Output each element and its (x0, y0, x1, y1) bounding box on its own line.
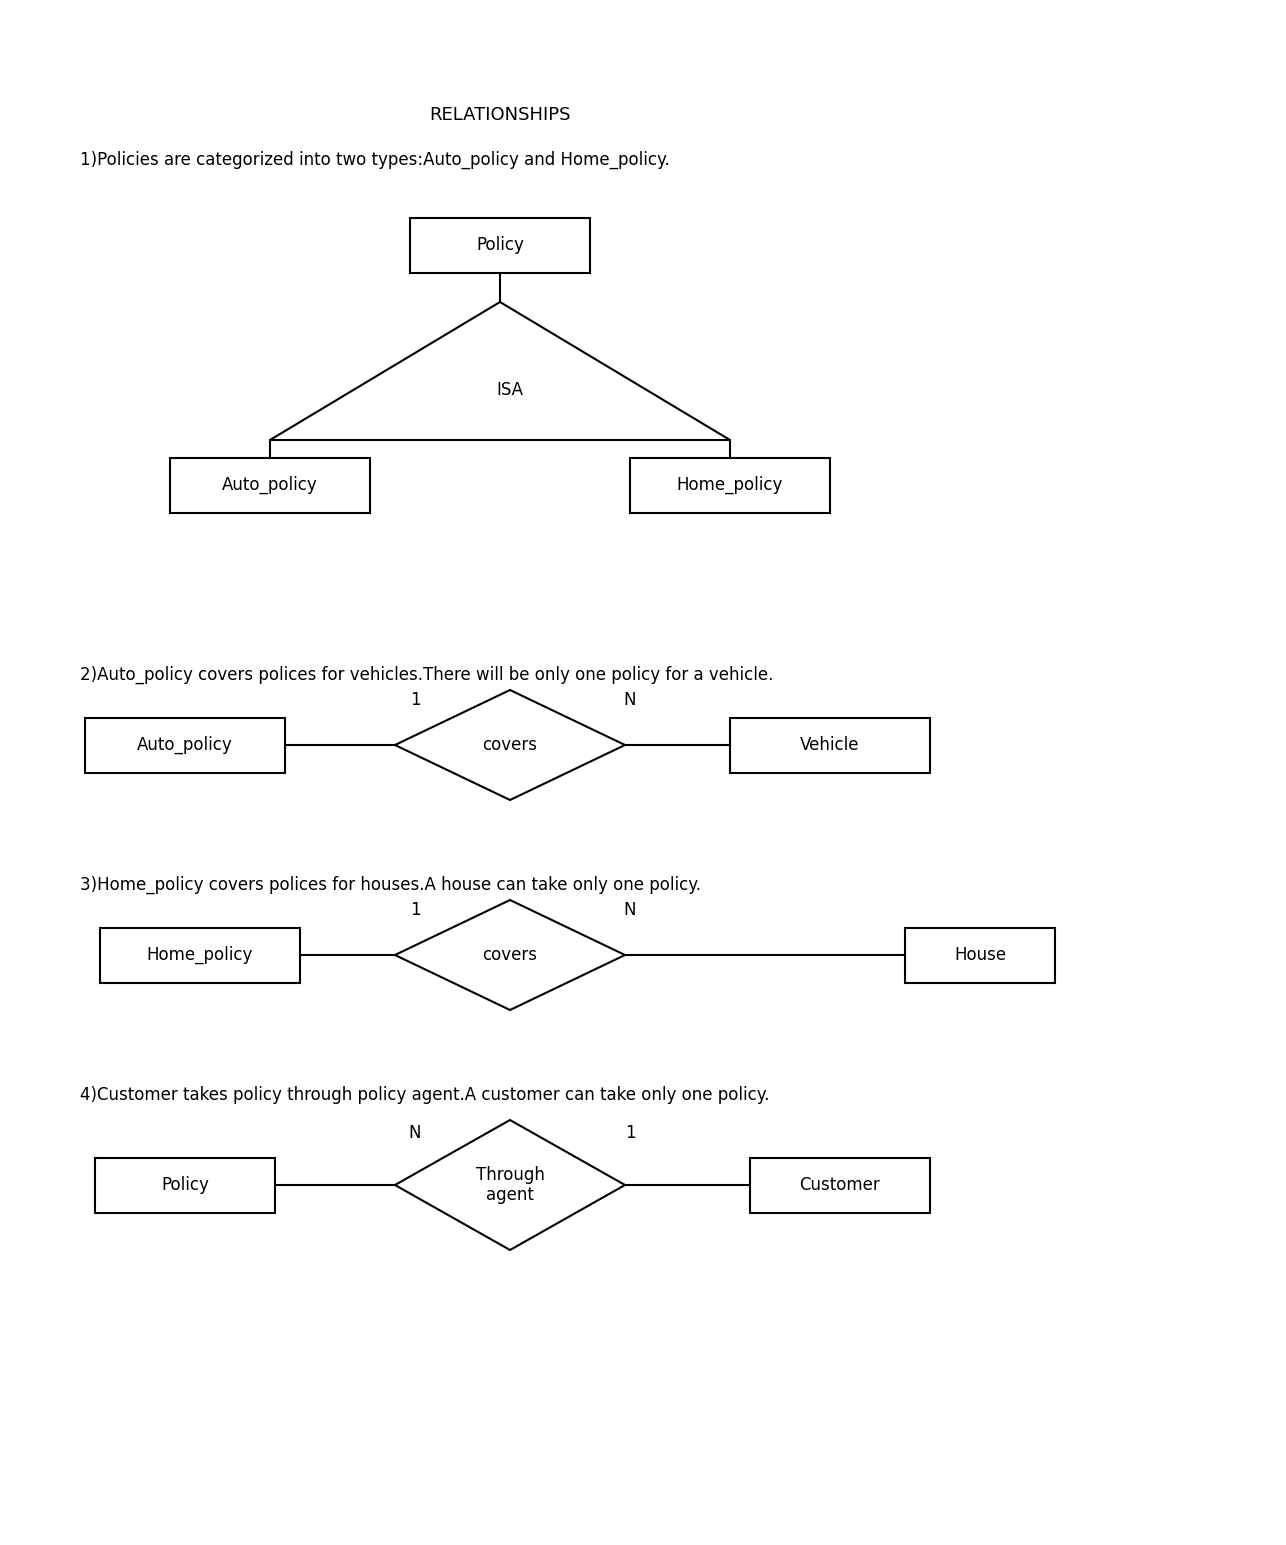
Bar (410, 218, 590, 272)
Bar (750, 1157, 930, 1213)
Text: Home_policy: Home_policy (676, 476, 783, 494)
Text: N: N (624, 691, 637, 709)
Text: Through
agent: Through agent (476, 1165, 544, 1205)
Text: 4)Customer takes policy through policy agent.A customer can take only one policy: 4)Customer takes policy through policy a… (80, 1086, 769, 1105)
Text: 1: 1 (625, 1125, 635, 1142)
Bar (905, 927, 1055, 983)
Bar (100, 927, 300, 983)
Bar (95, 1157, 275, 1213)
Text: Customer: Customer (800, 1176, 881, 1194)
Text: 1: 1 (410, 691, 421, 709)
Text: 1: 1 (410, 901, 421, 919)
Text: RELATIONSHIPS: RELATIONSHIPS (430, 107, 571, 124)
Text: 3)Home_policy covers polices for houses.A house can take only one policy.: 3)Home_policy covers polices for houses.… (80, 876, 701, 895)
Polygon shape (395, 901, 625, 1010)
Text: covers: covers (482, 735, 538, 754)
Polygon shape (395, 691, 625, 800)
Text: Home_policy: Home_policy (147, 946, 253, 964)
Text: covers: covers (482, 946, 538, 964)
Text: Auto_policy: Auto_policy (222, 476, 318, 494)
Text: N: N (409, 1125, 422, 1142)
Bar (630, 457, 829, 513)
Bar (170, 457, 370, 513)
Bar (85, 717, 285, 772)
Text: Policy: Policy (476, 236, 523, 253)
Text: ISA: ISA (496, 382, 523, 399)
Polygon shape (395, 1120, 625, 1250)
Text: Auto_policy: Auto_policy (138, 735, 233, 754)
Text: House: House (954, 946, 1006, 964)
Text: N: N (624, 901, 637, 919)
Text: Vehicle: Vehicle (800, 735, 860, 754)
Bar (730, 717, 930, 772)
Text: Policy: Policy (161, 1176, 208, 1194)
Text: 1)Policies are categorized into two types:Auto_policy and Home_policy.: 1)Policies are categorized into two type… (80, 151, 670, 168)
Text: 2)Auto_policy covers polices for vehicles.There will be only one policy for a ve: 2)Auto_policy covers polices for vehicle… (80, 666, 773, 684)
Polygon shape (270, 301, 730, 440)
